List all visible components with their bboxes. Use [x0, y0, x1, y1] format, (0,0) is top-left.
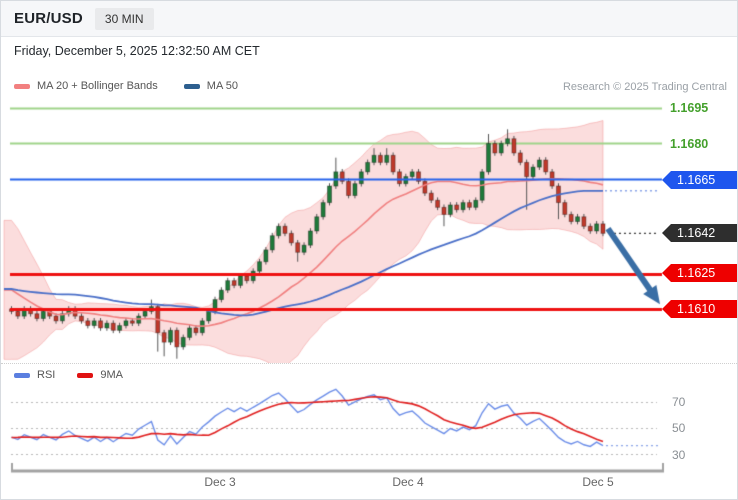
- legend-item-ma50: MA 50: [183, 80, 238, 92]
- timeframe-badge: 30 MIN: [94, 7, 154, 30]
- rsi-canvas: [1, 363, 737, 499]
- 9ma-swatch-icon: [77, 372, 94, 378]
- rsi-swatch-icon: [14, 372, 30, 378]
- ma20-bollinger-swatch-icon: [14, 83, 30, 89]
- rsi-level-70: 70: [672, 395, 686, 409]
- support-badge-1-1625: 1.1625: [662, 264, 737, 282]
- symbol-title: EUR/USD: [14, 10, 83, 27]
- x-axis-label-dec4: Dec 4: [392, 475, 424, 489]
- pivot-badge-1-1665: 1.1665: [662, 171, 737, 189]
- legend-item-9ma: 9MA: [77, 369, 123, 381]
- legend-item-ma20-bollinger: MA 20 + Bollinger Bands: [14, 80, 158, 92]
- rsi-level-50: 50: [672, 421, 686, 435]
- resistance-label-1-1695: 1.1695: [670, 101, 709, 115]
- ma50-swatch-icon: [183, 83, 200, 89]
- legend-item-rsi: RSI: [14, 369, 55, 381]
- price-chart-panel: 1.1695 1.1680 1.1665 1.1642 1.1625 1.161…: [1, 101, 737, 364]
- rsi-legend: RSI 9MA: [14, 369, 123, 381]
- research-credit: Research © 2025 Trading Central: [562, 81, 727, 93]
- main-chart-legend: MA 20 + Bollinger Bands MA 50: [14, 80, 238, 92]
- support-badge-1-1610: 1.1610: [662, 300, 737, 318]
- price-chart-canvas: [1, 101, 737, 363]
- rsi-level-30: 30: [672, 448, 686, 462]
- x-axis-label-dec3: Dec 3: [204, 475, 236, 489]
- legend-label: MA 50: [206, 80, 238, 92]
- x-axis-label-dec5: Dec 5: [582, 475, 614, 489]
- header-bar: EUR/USD 30 MIN: [1, 1, 737, 37]
- chart-datetime: Friday, December 5, 2025 12:32:50 AM CET: [14, 44, 260, 58]
- legend-label: 9MA: [100, 369, 123, 381]
- legend-label: RSI: [37, 369, 56, 381]
- legend-label: MA 20 + Bollinger Bands: [37, 80, 158, 92]
- last-price-badge-1-1642: 1.1642: [662, 224, 737, 242]
- rsi-panel: RSI 9MA 70 50 30 Dec 3 Dec 4 Dec 5: [1, 363, 737, 499]
- resistance-label-1-1680: 1.1680: [670, 137, 709, 151]
